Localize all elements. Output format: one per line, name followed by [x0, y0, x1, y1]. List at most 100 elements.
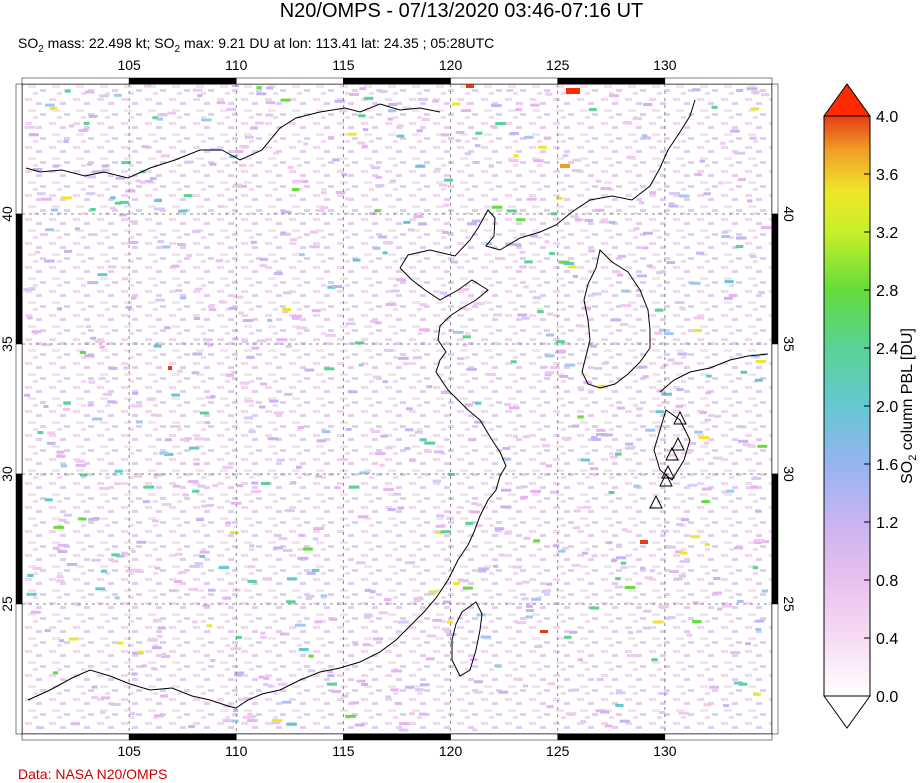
- so2-pixel: [68, 637, 79, 641]
- so2-pixel: [100, 711, 106, 714]
- so2-pixel: [161, 652, 167, 656]
- so2-pixel: [192, 352, 203, 356]
- so2-pixel: [470, 658, 478, 662]
- so2-pixel: [331, 690, 341, 694]
- so2-pixel: [661, 529, 670, 533]
- so2-pixel: [392, 492, 402, 496]
- so2-pixel: [440, 133, 450, 137]
- so2-pixel: [211, 484, 219, 488]
- so2-pixel: [666, 261, 675, 264]
- so2-pixel: [626, 155, 635, 159]
- so2-pixel: [620, 561, 627, 565]
- so2-pixel: [157, 113, 168, 117]
- so2-pixel: [745, 642, 751, 646]
- so2-pixel: [600, 187, 612, 191]
- so2-pixel: [143, 485, 155, 489]
- colorbar-tick-label: 3.2: [876, 225, 898, 242]
- so2-pixel: [232, 719, 239, 723]
- so2-pixel: [693, 329, 702, 333]
- so2-pixel: [273, 546, 284, 550]
- so2-pixel: [170, 424, 181, 428]
- so2-pixel: [382, 241, 394, 244]
- so2-pixel: [677, 352, 688, 356]
- so2-pixel: [755, 619, 765, 623]
- so2-pixel: [151, 667, 157, 670]
- so2-pixel: [563, 635, 572, 639]
- so2-pixel: [320, 594, 328, 598]
- so2-pixel: [755, 378, 763, 382]
- so2-pixel: [40, 233, 48, 237]
- so2-pixel: [89, 233, 98, 237]
- so2-pixel: [642, 626, 651, 630]
- so2-pixel: [314, 620, 323, 624]
- so2-pixel: [359, 471, 370, 475]
- so2-pixel: [32, 168, 43, 171]
- lon-tick-label-top: 130: [653, 57, 677, 73]
- so2-pixel: [440, 391, 451, 394]
- so2-pixel: [703, 192, 711, 196]
- so2-pixel: [546, 333, 554, 337]
- so2-pixel: [278, 537, 288, 541]
- so2-pixel: [391, 669, 402, 673]
- so2-pixel: [397, 506, 404, 510]
- so2-pixel: [641, 136, 651, 140]
- so2-pixel: [724, 280, 734, 284]
- so2-pixel: [466, 102, 474, 105]
- so2-pixel: [721, 230, 729, 234]
- so2-pixel: [374, 209, 381, 213]
- so2-pixel: [259, 405, 266, 409]
- so2-pixel: [66, 563, 78, 566]
- so2-pixel: [228, 306, 237, 310]
- so2-pixel: [753, 541, 762, 544]
- so2-pixel: [283, 291, 292, 295]
- so2-pixel: [29, 133, 39, 137]
- so2-pixel: [534, 645, 543, 648]
- so2-pixel: [192, 88, 203, 92]
- so2-pixel: [384, 446, 393, 450]
- so2-pixel: [354, 723, 365, 727]
- so2-pixel: [24, 393, 31, 397]
- so2-pixel: [285, 232, 291, 236]
- so2-pixel: [588, 249, 596, 253]
- so2-pixel: [676, 388, 684, 392]
- so2-pixel: [572, 158, 582, 162]
- so2-pixel: [110, 196, 116, 200]
- so2-pixel: [570, 215, 579, 219]
- so2-pixel: [665, 545, 676, 549]
- so2-pixel-high: [640, 540, 648, 544]
- so2-pixel: [297, 425, 305, 429]
- so2-pixel: [669, 570, 679, 573]
- so2-pixel: [164, 326, 171, 330]
- so2-pixel: [521, 580, 530, 584]
- so2-pixel: [372, 637, 384, 641]
- so2-pixel: [407, 228, 415, 232]
- so2-pixel: [474, 161, 480, 164]
- so2-pixel: [309, 245, 320, 249]
- so2-pixel: [305, 594, 315, 598]
- so2-pixel: [692, 88, 701, 92]
- so2-pixel: [455, 139, 462, 143]
- so2-pixel: [349, 485, 360, 489]
- so2-pixel: [571, 688, 580, 692]
- so2-pixel: [574, 218, 582, 222]
- so2-pixel: [135, 570, 144, 573]
- frame-segment: [771, 343, 779, 475]
- so2-pixel: [243, 697, 253, 700]
- so2-pixel: [370, 320, 377, 323]
- coastlines: [25, 99, 769, 709]
- so2-pixel: [464, 403, 473, 407]
- so2-pixel: [474, 420, 485, 424]
- so2-pixel: [206, 503, 215, 507]
- so2-pixel: [114, 201, 122, 205]
- so2-pixel: [52, 546, 59, 550]
- so2-pixel: [380, 434, 388, 438]
- so2-pixel: [546, 589, 552, 592]
- so2-pixel: [605, 433, 613, 437]
- so2-pixel: [545, 464, 552, 468]
- so2-pixel: [537, 310, 544, 314]
- so2-pixel: [433, 450, 444, 454]
- axis-tick-labels: 105 105 110 110 115 115 120 120 125 125 130 130 40 40…: [0, 57, 797, 759]
- so2-pixel: [644, 576, 653, 580]
- so2-pixel: [694, 430, 703, 434]
- so2-pixel: [466, 367, 477, 371]
